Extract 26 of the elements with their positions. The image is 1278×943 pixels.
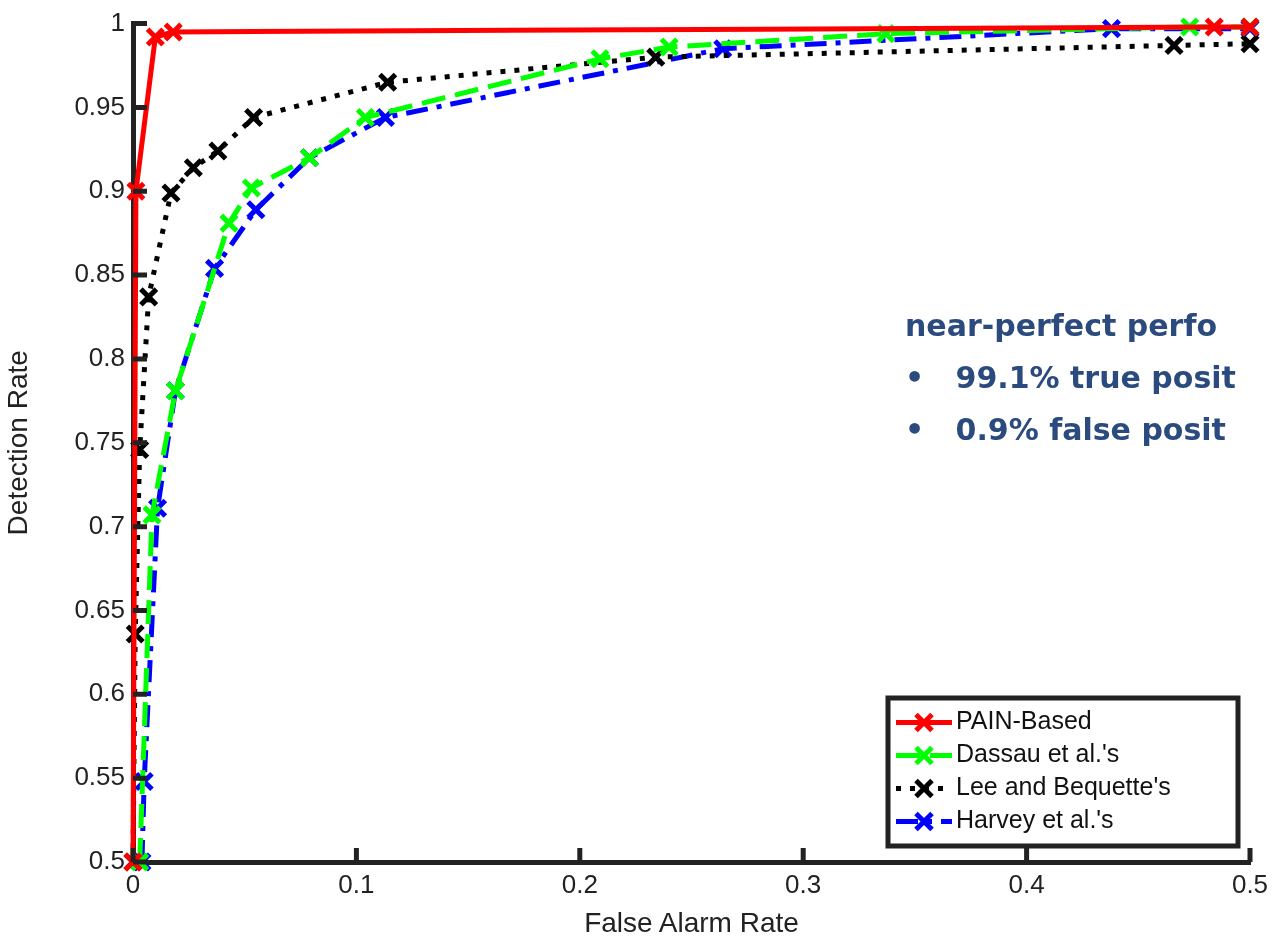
y-tick-label: 0.75 [74,425,125,456]
y-tick-label: 0.7 [88,509,125,540]
y-tick-label: 0.85 [74,258,125,289]
y-tick-label: 0.55 [74,761,125,792]
y-tick-label: 0.5 [88,845,125,876]
y-tick-label: 0.65 [74,593,125,624]
legend-label: PAIN-Based [956,706,1092,735]
x-tick-label: 0.2 [561,868,598,899]
legend-label: Dassau et al.'s [956,739,1120,768]
y-tick-label: 1 [110,6,125,37]
legend-label: Harvey et al.'s [956,805,1114,834]
y-axis-title: Detection Rate [1,350,33,536]
y-tick-label: 0.95 [74,90,125,121]
x-axis-title: False Alarm Rate [584,906,799,938]
legend-label: Lee and Bequette's [956,772,1171,801]
y-tick-label: 0.6 [88,677,125,708]
y-tick-label: 0.9 [88,174,125,205]
annotation: • 0.9% false posit [905,411,1227,449]
x-tick-label: 0.5 [1231,868,1269,899]
x-tick-label: 0.3 [785,868,822,899]
x-tick-label: 0 [125,868,141,899]
x-tick-label: 0.4 [1008,868,1045,899]
annotation: near-perfect perfo [905,307,1219,345]
y-tick-label: 0.8 [88,342,125,373]
annotation: • 99.1% true posit [905,359,1236,397]
x-tick-label: 0.1 [338,868,375,899]
